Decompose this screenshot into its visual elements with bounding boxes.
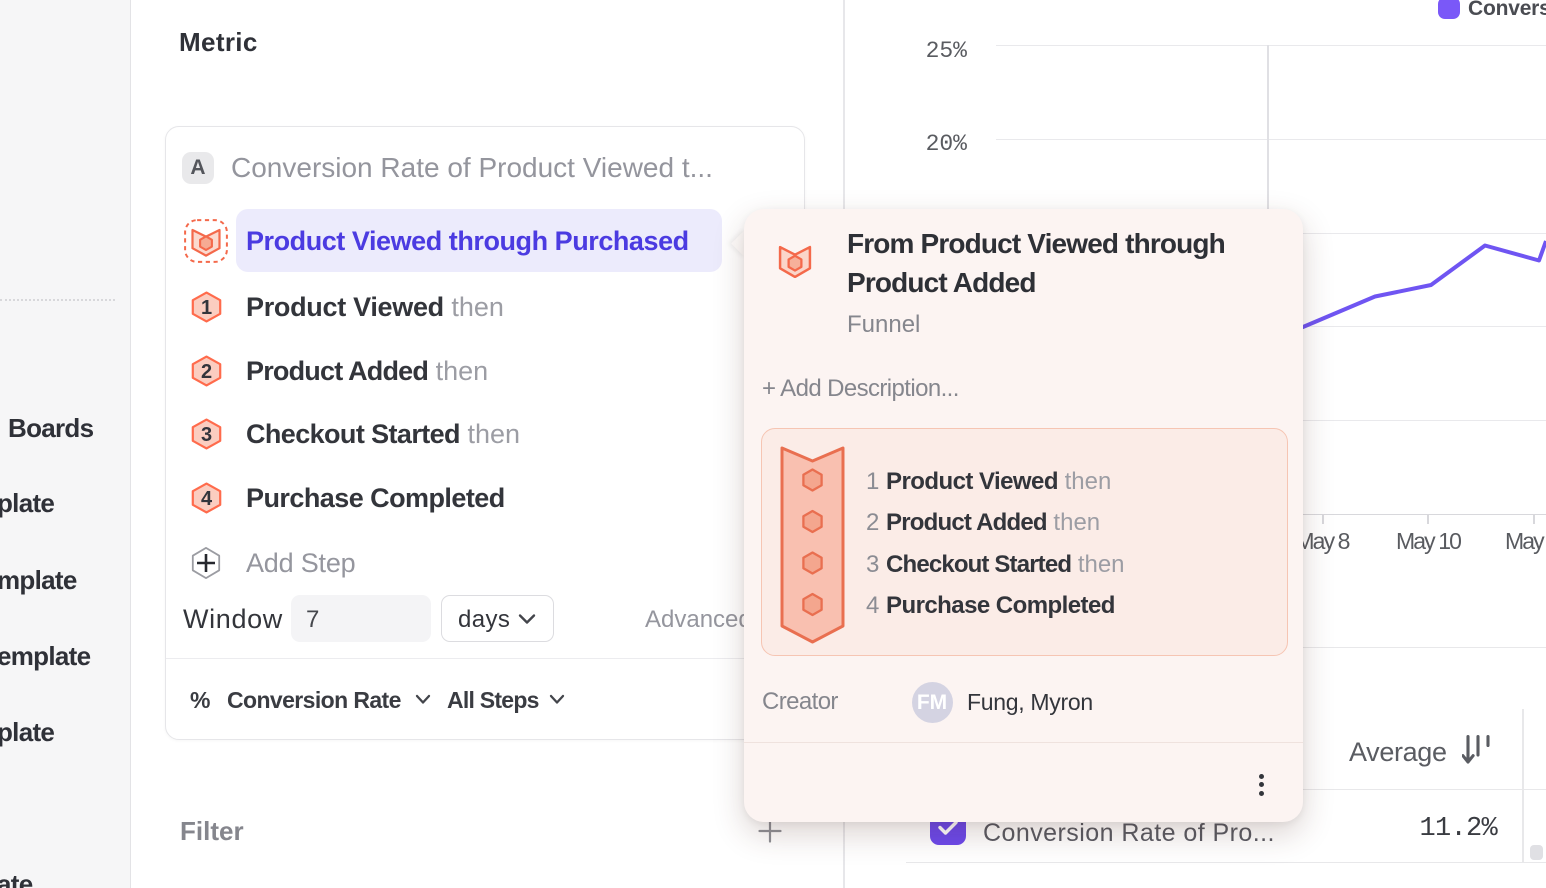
svg-text:1: 1 <box>201 297 212 319</box>
svg-text:3: 3 <box>201 424 212 446</box>
svg-text:4: 4 <box>201 488 213 510</box>
svg-text:2: 2 <box>201 361 212 383</box>
